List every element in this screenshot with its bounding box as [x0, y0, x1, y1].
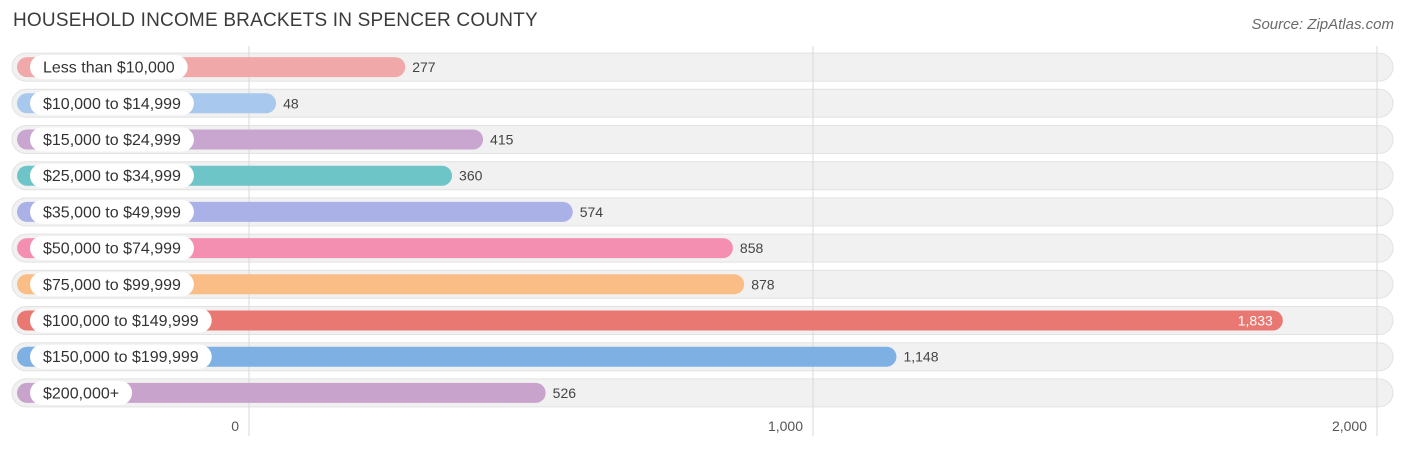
value-label: 526	[553, 385, 577, 401]
category-label: $100,000 to $149,999	[43, 313, 199, 330]
category-label: $200,000+	[43, 385, 119, 402]
category-label: $15,000 to $24,999	[43, 132, 181, 149]
category-pill	[30, 308, 212, 333]
category-label: $10,000 to $14,999	[43, 96, 181, 113]
bar	[17, 310, 1283, 331]
row-track	[11, 88, 1394, 118]
category-label: $150,000 to $199,999	[43, 349, 199, 366]
source-label: Source: ZipAtlas.com	[1251, 16, 1394, 33]
bar	[17, 346, 897, 367]
value-label: 858	[740, 240, 764, 256]
value-label: 277	[412, 59, 436, 75]
category-pill	[30, 380, 133, 405]
x-tick-label: 2,000	[1332, 418, 1367, 434]
category-pill	[30, 91, 194, 116]
bar	[17, 274, 745, 295]
category-pill	[30, 344, 212, 369]
category-pill	[30, 163, 194, 188]
category-label: $25,000 to $34,999	[43, 168, 181, 185]
category-pill	[30, 199, 194, 224]
x-tick-label: 1,000	[768, 418, 803, 434]
category-label: $35,000 to $49,999	[43, 204, 181, 221]
value-label: 1,833	[1238, 313, 1273, 329]
chart-title: HOUSEHOLD INCOME BRACKETS IN SPENCER COU…	[13, 10, 538, 31]
category-pill	[30, 55, 188, 80]
category-label: $50,000 to $74,999	[43, 241, 181, 258]
value-label: 878	[751, 276, 775, 292]
category-pill	[30, 272, 194, 297]
category-label: Less than $10,000	[43, 60, 175, 77]
bar	[17, 382, 546, 403]
bar	[17, 238, 733, 259]
category-label: $75,000 to $99,999	[43, 277, 181, 294]
value-label: 1,148	[903, 349, 938, 365]
value-label: 360	[459, 168, 483, 184]
value-label: 415	[490, 132, 514, 148]
category-pill	[30, 127, 194, 152]
category-pill	[30, 236, 194, 261]
value-label: 574	[580, 204, 604, 220]
value-label: 48	[283, 95, 299, 111]
x-tick-label: 0	[231, 418, 239, 434]
